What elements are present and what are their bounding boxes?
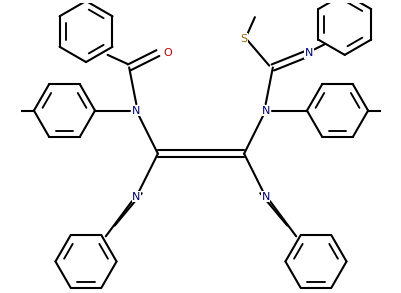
Text: O: O: [163, 48, 172, 58]
Text: N: N: [261, 192, 269, 202]
Text: N: N: [261, 105, 269, 115]
Text: N: N: [304, 48, 312, 58]
Text: S: S: [240, 34, 247, 44]
Text: N: N: [132, 105, 140, 115]
Text: N: N: [132, 192, 140, 202]
